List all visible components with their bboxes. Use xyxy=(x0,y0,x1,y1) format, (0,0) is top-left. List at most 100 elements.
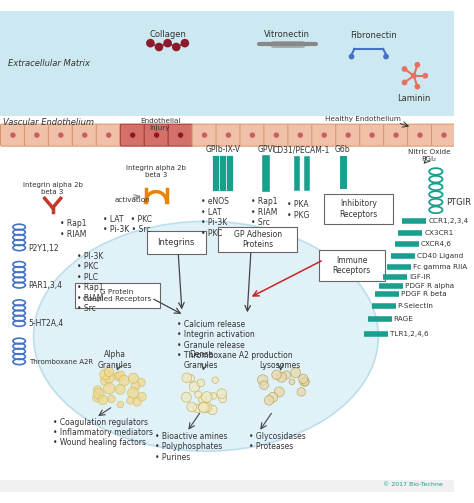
FancyBboxPatch shape xyxy=(96,124,121,146)
Circle shape xyxy=(298,132,303,138)
Bar xyxy=(0,116,454,492)
Text: G6b: G6b xyxy=(335,145,351,154)
Circle shape xyxy=(115,384,125,394)
Circle shape xyxy=(349,54,355,59)
Circle shape xyxy=(146,39,155,47)
Circle shape xyxy=(98,395,108,405)
FancyBboxPatch shape xyxy=(146,231,206,254)
Text: • Bioactive amines
• Polyphosphates
• Purines: • Bioactive amines • Polyphosphates • Pu… xyxy=(155,432,228,462)
Text: • LAT   • PKC
• Pi-3K • Src: • LAT • PKC • Pi-3K • Src xyxy=(103,215,153,234)
Text: © 2017 Bio-Techne: © 2017 Bio-Techne xyxy=(383,482,443,487)
Circle shape xyxy=(393,132,399,138)
Circle shape xyxy=(217,389,227,398)
Circle shape xyxy=(193,404,201,412)
FancyBboxPatch shape xyxy=(383,124,409,146)
Text: Inhibitory
Receptors: Inhibitory Receptors xyxy=(339,199,377,219)
Circle shape xyxy=(127,397,134,404)
Circle shape xyxy=(93,393,101,402)
FancyBboxPatch shape xyxy=(48,124,73,146)
FancyBboxPatch shape xyxy=(120,124,145,146)
Circle shape xyxy=(131,381,140,390)
Ellipse shape xyxy=(34,221,378,451)
Circle shape xyxy=(172,43,181,51)
Circle shape xyxy=(201,392,212,402)
Text: CD40 Ligand: CD40 Ligand xyxy=(417,253,463,259)
Circle shape xyxy=(208,405,217,414)
Circle shape xyxy=(106,132,111,138)
Text: Integrin alpha 2b
beta 3: Integrin alpha 2b beta 3 xyxy=(23,183,82,196)
FancyBboxPatch shape xyxy=(216,124,241,146)
FancyBboxPatch shape xyxy=(0,124,26,146)
Text: Integrin alpha 2b
beta 3: Integrin alpha 2b beta 3 xyxy=(126,165,186,178)
Circle shape xyxy=(128,387,138,398)
Circle shape xyxy=(108,395,115,402)
Circle shape xyxy=(283,371,291,379)
Circle shape xyxy=(34,132,39,138)
Circle shape xyxy=(182,392,191,402)
Circle shape xyxy=(260,381,268,389)
Text: • Coagulation regulators
• Inflammatory mediators
• Wound healing factors: • Coagulation regulators • Inflammatory … xyxy=(53,417,153,448)
Text: • Calcium release
• Integrin activation
• Granule release
• Thromboxane A2 produ: • Calcium release • Integrin activation … xyxy=(177,320,293,360)
Circle shape xyxy=(369,132,375,138)
Circle shape xyxy=(100,376,110,386)
Text: GP Adhesion
Proteins: GP Adhesion Proteins xyxy=(234,230,282,249)
Circle shape xyxy=(130,132,136,138)
Circle shape xyxy=(113,372,121,380)
Circle shape xyxy=(289,379,295,385)
Circle shape xyxy=(93,388,104,399)
Text: PDGF R alpha: PDGF R alpha xyxy=(405,283,454,289)
FancyBboxPatch shape xyxy=(144,124,169,146)
Text: IGF-IR: IGF-IR xyxy=(409,274,431,280)
Text: Alpha
Granules: Alpha Granules xyxy=(98,351,132,370)
Text: Healthy Endothelium: Healthy Endothelium xyxy=(325,116,401,122)
Text: CCR1,2,3,4: CCR1,2,3,4 xyxy=(428,218,468,224)
Circle shape xyxy=(117,401,124,408)
Circle shape xyxy=(273,132,279,138)
Text: • PI-3K
• PKC
• PLC
• Rap1
• RIAM
• Src: • PI-3K • PKC • PLC • Rap1 • RIAM • Src xyxy=(77,252,103,313)
Text: Lysosomes: Lysosomes xyxy=(259,361,301,370)
Text: • PKA
• PKG: • PKA • PKG xyxy=(287,200,310,220)
Text: Fibronectin: Fibronectin xyxy=(350,31,397,40)
Text: 5-HT2A,4: 5-HT2A,4 xyxy=(29,319,64,328)
Text: Nitric Oxide
PGI₂: Nitric Oxide PGI₂ xyxy=(408,148,450,161)
Text: Dense
Granules: Dense Granules xyxy=(184,351,219,370)
Circle shape xyxy=(128,373,139,383)
FancyBboxPatch shape xyxy=(219,227,297,252)
Circle shape xyxy=(250,132,255,138)
Text: G Protein
Coupled Receptors: G Protein Coupled Receptors xyxy=(83,289,151,302)
Text: CD31/PECAM-1: CD31/PECAM-1 xyxy=(273,145,330,154)
Circle shape xyxy=(441,132,447,138)
Circle shape xyxy=(264,395,274,405)
Circle shape xyxy=(103,372,115,383)
Circle shape xyxy=(268,392,278,402)
Circle shape xyxy=(178,132,183,138)
Circle shape xyxy=(274,387,284,397)
FancyBboxPatch shape xyxy=(240,124,265,146)
Circle shape xyxy=(187,402,197,412)
Circle shape xyxy=(187,375,195,382)
Circle shape xyxy=(299,374,308,384)
Circle shape xyxy=(181,39,189,47)
Circle shape xyxy=(272,370,282,380)
FancyBboxPatch shape xyxy=(192,124,217,146)
Text: • eNOS
• LAT
• Pi-3K
• PKC: • eNOS • LAT • Pi-3K • PKC xyxy=(201,197,229,237)
Circle shape xyxy=(257,375,268,385)
Text: Immune
Receptors: Immune Receptors xyxy=(332,256,371,275)
Circle shape xyxy=(103,383,115,394)
Circle shape xyxy=(197,379,205,387)
FancyBboxPatch shape xyxy=(319,250,385,281)
FancyBboxPatch shape xyxy=(168,124,193,146)
Text: Collagen: Collagen xyxy=(149,30,186,39)
Circle shape xyxy=(346,132,351,138)
Text: PDGF R beta: PDGF R beta xyxy=(401,291,447,297)
FancyBboxPatch shape xyxy=(288,124,313,146)
Text: P2Y1,12: P2Y1,12 xyxy=(29,243,59,253)
Text: P-Selectin: P-Selectin xyxy=(398,303,433,309)
Circle shape xyxy=(199,395,207,404)
Circle shape xyxy=(82,132,88,138)
Circle shape xyxy=(226,132,231,138)
Text: Thromboxane A2R: Thromboxane A2R xyxy=(29,359,93,365)
Circle shape xyxy=(321,132,327,138)
Circle shape xyxy=(133,398,141,406)
Text: PAR1,3,4: PAR1,3,4 xyxy=(29,281,63,290)
